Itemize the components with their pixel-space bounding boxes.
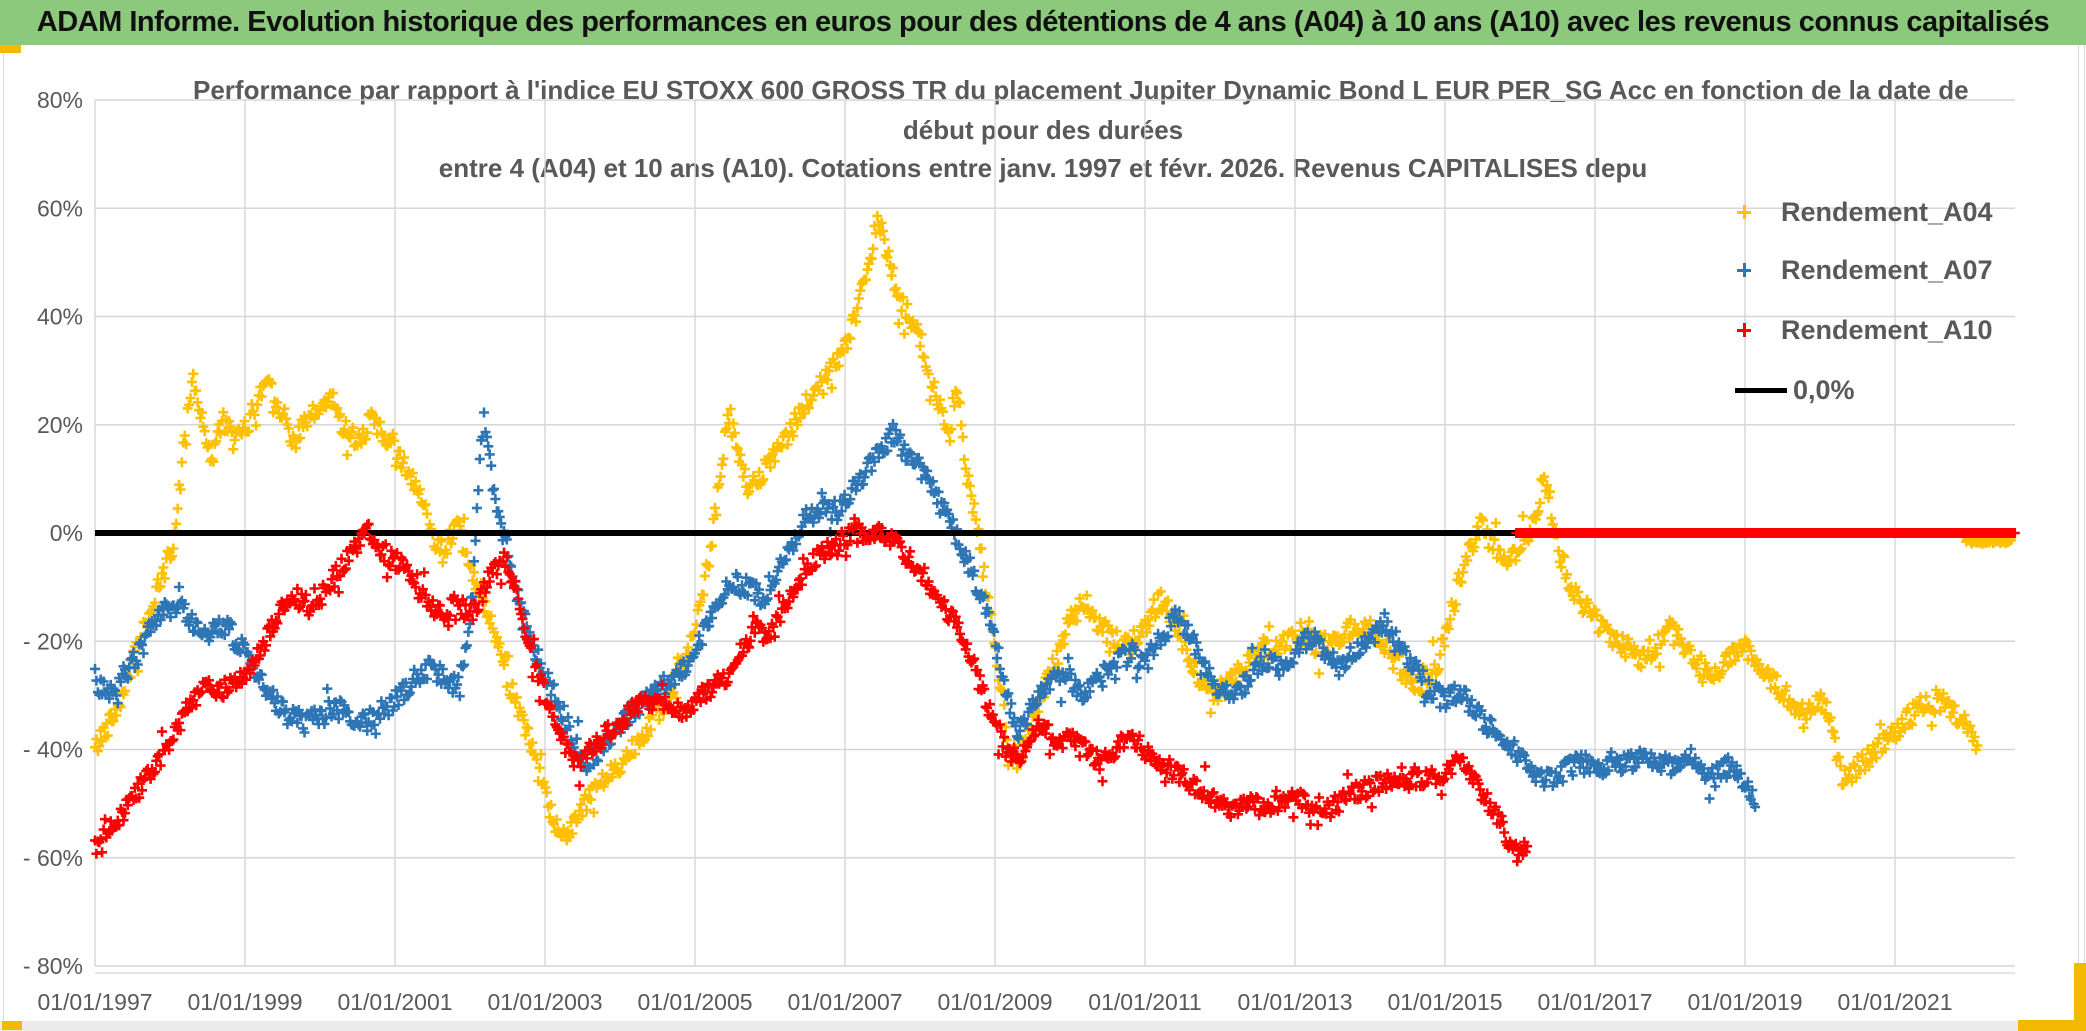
legend-item-rendement-a07[interactable]: Rendement_A07 bbox=[1735, 253, 1993, 287]
gold-corner-bottom-right bbox=[2018, 1020, 2086, 1031]
plus-marker-icon bbox=[1735, 321, 1753, 339]
line-marker-icon bbox=[1735, 387, 1787, 393]
legend-item-zero-line[interactable]: 0,0% bbox=[1735, 373, 1855, 407]
svg-text:01/01/2017: 01/01/2017 bbox=[1537, 989, 1652, 1015]
x-axis-labels: 01/01/1997 01/01/1999 01/01/2001 01/01/2003… bbox=[37, 989, 1952, 1015]
svg-text:01/01/2015: 01/01/2015 bbox=[1387, 989, 1502, 1015]
svg-text:01/01/2009: 01/01/2009 bbox=[937, 989, 1052, 1015]
legend-label: Rendement_A07 bbox=[1781, 254, 1993, 285]
svg-text:01/01/2007: 01/01/2007 bbox=[787, 989, 902, 1015]
left-window-border bbox=[3, 53, 4, 1021]
plus-marker-icon bbox=[1735, 203, 1753, 221]
gold-tab-top-left bbox=[0, 45, 21, 53]
series-rendement-a04 bbox=[90, 210, 2017, 846]
series-rendement-a07 bbox=[90, 407, 1761, 812]
right-window-border bbox=[2078, 45, 2079, 965]
svg-text:01/01/2003: 01/01/2003 bbox=[487, 989, 602, 1015]
gold-strip-right bbox=[2074, 963, 2086, 1031]
legend-item-rendement-a10[interactable]: Rendement_A10 bbox=[1735, 313, 1993, 347]
svg-text:0%: 0% bbox=[50, 520, 83, 546]
plus-marker-icon bbox=[1735, 261, 1753, 279]
bottom-bar bbox=[0, 1021, 2086, 1031]
svg-text:80%: 80% bbox=[37, 87, 83, 113]
svg-text:20%: 20% bbox=[37, 412, 83, 438]
chart-title-line-3: entre 4 (A04) et 10 ans (A10). Cotations… bbox=[438, 153, 1648, 183]
y-axis-labels: 80% 60% 40% 20% 0% - 20% - 40% - 60% - 80% bbox=[23, 87, 83, 979]
chart-title-line-2: début pour des durées bbox=[902, 115, 1184, 145]
series-rendement-a10 bbox=[90, 513, 2020, 867]
svg-text:- 60%: - 60% bbox=[23, 845, 83, 871]
chart-canvas[interactable]: Performance par rapport à l'indice EU ST… bbox=[0, 45, 2086, 1021]
right-window-border-outer bbox=[2084, 45, 2085, 965]
svg-text:01/01/1999: 01/01/1999 bbox=[187, 989, 302, 1015]
svg-text:01/01/1997: 01/01/1997 bbox=[37, 989, 152, 1015]
svg-text:01/01/2005: 01/01/2005 bbox=[637, 989, 752, 1015]
svg-text:01/01/2013: 01/01/2013 bbox=[1237, 989, 1352, 1015]
page-title: ADAM Informe. Evolution historique des p… bbox=[36, 6, 2050, 38]
legend-item-rendement-a04[interactable]: Rendement_A04 bbox=[1735, 195, 1993, 229]
gold-tab-bottom-left bbox=[2, 1021, 22, 1030]
app-header-bar: ADAM Informe. Evolution historique des p… bbox=[0, 0, 2086, 45]
svg-text:- 40%: - 40% bbox=[23, 737, 83, 763]
svg-text:01/01/2021: 01/01/2021 bbox=[1837, 989, 1952, 1015]
svg-text:- 80%: - 80% bbox=[23, 953, 83, 979]
legend-label: 0,0% bbox=[1793, 374, 1855, 405]
legend-label: Rendement_A10 bbox=[1781, 314, 1993, 345]
svg-text:01/01/2011: 01/01/2011 bbox=[1088, 989, 1201, 1015]
svg-text:40%: 40% bbox=[37, 304, 83, 330]
svg-text:- 20%: - 20% bbox=[23, 628, 83, 654]
svg-text:01/01/2001: 01/01/2001 bbox=[337, 989, 452, 1015]
legend-label: Rendement_A04 bbox=[1781, 196, 1993, 227]
svg-text:01/01/2019: 01/01/2019 bbox=[1687, 989, 1802, 1015]
svg-text:60%: 60% bbox=[37, 195, 83, 221]
